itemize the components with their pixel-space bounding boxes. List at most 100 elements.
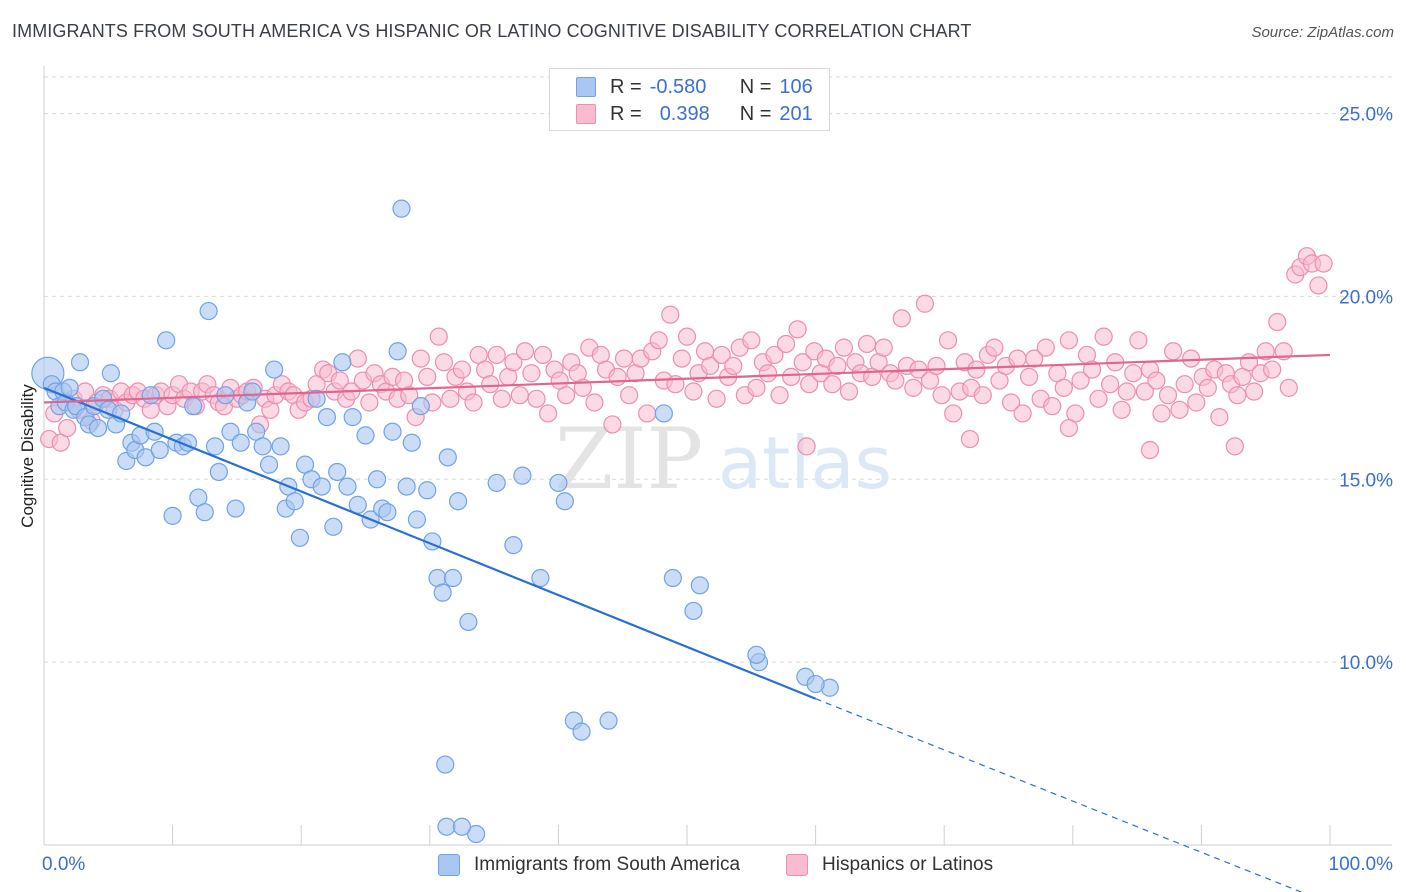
hispanics-point <box>348 349 367 368</box>
immigrants-point <box>290 528 310 547</box>
hispanics-point <box>938 331 958 350</box>
immigrants-point <box>70 353 90 372</box>
hispanics-point <box>1082 360 1102 379</box>
immigrants-point <box>684 601 703 621</box>
hispanics-point <box>1140 440 1160 460</box>
hispanics-point <box>504 353 523 372</box>
hispanics-point <box>452 360 472 379</box>
hispanics-point <box>1225 437 1244 456</box>
immigrants-point <box>343 408 362 427</box>
immigrants-point <box>466 824 486 844</box>
hispanics-point <box>481 375 500 394</box>
immigrants-point <box>101 364 120 383</box>
hispanics-point <box>904 378 923 397</box>
immigrants-point <box>141 386 160 405</box>
immigrants-point <box>88 418 108 438</box>
hispanics-point <box>839 382 859 401</box>
immigrants-point <box>184 397 203 416</box>
legend-swatch-blue <box>576 77 596 97</box>
hispanics-point <box>1263 360 1282 379</box>
hispanics-point <box>1112 400 1131 419</box>
hispanics-point <box>788 320 807 339</box>
immigrants-point <box>243 382 262 401</box>
watermark-zip: ZIP <box>555 410 703 508</box>
immigrants-point <box>452 817 472 836</box>
immigrants-point <box>555 492 574 511</box>
immigrants-point <box>157 331 176 350</box>
hispanics-point <box>892 309 911 328</box>
hispanics-point <box>724 356 743 376</box>
hispanics-point <box>944 404 963 423</box>
immigrants-point <box>436 755 455 774</box>
hispanics-point <box>1135 382 1154 401</box>
hispanics-point <box>1043 397 1062 416</box>
hispanics-point <box>1059 418 1079 438</box>
hispanics-point <box>782 367 801 386</box>
immigrants-point <box>572 722 591 741</box>
hispanics-point <box>441 389 460 408</box>
y-tick-label: 15.0% <box>1339 470 1393 491</box>
hispanics-point <box>418 367 437 386</box>
hispanics-point <box>638 404 657 423</box>
immigrants-point <box>205 437 225 456</box>
hispanics-point <box>1170 400 1189 419</box>
hispanics-point <box>828 356 847 376</box>
hispanics-point <box>515 342 535 361</box>
immigrants-point <box>259 455 279 474</box>
hispanics-point <box>429 327 448 346</box>
hispanics-point <box>1309 276 1328 295</box>
hispanics-point <box>1245 382 1264 401</box>
immigrants-point <box>388 342 407 361</box>
hispanics-point <box>684 382 703 401</box>
chart-title: IMMIGRANTS FROM SOUTH AMERICA VS HISPANI… <box>12 21 972 41</box>
legend-label-hispanics: Hispanics or Latinos <box>822 854 994 875</box>
immigrants-point <box>356 426 375 445</box>
immigrants-point <box>549 473 568 493</box>
hispanics-point <box>776 334 796 354</box>
hispanics-point <box>765 345 784 365</box>
immigrants-point <box>265 360 284 379</box>
hispanics-point <box>915 294 935 313</box>
hispanics-point <box>527 389 546 408</box>
immigrants-point <box>317 408 337 427</box>
immigrants-point <box>307 389 326 408</box>
hispanics-point <box>1124 364 1143 383</box>
hispanics-point <box>672 349 691 368</box>
hispanics-point <box>360 393 379 412</box>
hispanics-point <box>1036 338 1055 357</box>
legend-row-hispanics: R = 0.398 N = 201 <box>576 101 813 127</box>
immigrants-point <box>397 477 416 496</box>
hispanics-point <box>886 371 905 390</box>
hispanics-point <box>522 364 541 383</box>
hispanics-point <box>1100 375 1120 394</box>
hispanics-point <box>927 356 946 376</box>
immigrants-point <box>411 397 430 416</box>
legend-r-value: -0.580 <box>649 75 707 98</box>
legend-r-label: R = <box>610 75 642 98</box>
immigrants-point <box>448 492 468 511</box>
hispanics-point <box>510 386 529 405</box>
immigrants-trend-line <box>43 386 817 700</box>
hispanics-point <box>649 331 668 350</box>
hispanics-point <box>793 353 812 372</box>
immigrants-point <box>459 612 478 632</box>
hispanics-point <box>1025 349 1044 368</box>
immigrants-point <box>407 510 427 529</box>
hispanics-point <box>1001 393 1021 412</box>
hispanics-trend-line <box>43 353 1331 404</box>
hispanics-point <box>1089 389 1108 408</box>
immigrants-point <box>285 492 304 511</box>
immigrants-point <box>271 437 290 456</box>
hispanics-point <box>1013 404 1032 423</box>
hispanics-point <box>857 334 877 354</box>
source-credit: Source: ZipAtlas.com <box>1251 24 1394 41</box>
hispanics-point <box>1147 371 1166 390</box>
legend-r-value: 0.398 <box>659 102 710 125</box>
hispanics-point <box>742 331 761 350</box>
hispanics-point <box>701 356 720 376</box>
y-tick-label: 25.0% <box>1339 105 1393 126</box>
immigrants-point <box>199 301 218 321</box>
hispanics-point <box>400 386 419 405</box>
hispanics-point <box>967 360 986 379</box>
immigrants-point <box>150 440 169 460</box>
